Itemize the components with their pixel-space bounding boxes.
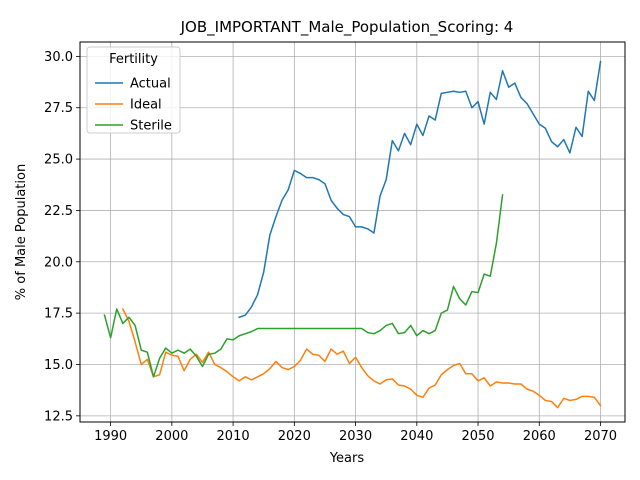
plot-frame	[79, 41, 626, 423]
series-line-ideal	[121, 308, 602, 409]
legend-label-ideal: Ideal	[130, 98, 162, 113]
series-line-actual	[238, 60, 602, 319]
x-tick-label: 2020	[278, 429, 311, 444]
y-axis-label: % of Male Population	[14, 164, 29, 300]
legend-title: Fertility	[109, 52, 158, 67]
x-tick-label: 2010	[217, 429, 250, 444]
y-tick-label: 15.0	[44, 358, 73, 373]
legend-box	[86, 46, 181, 134]
legend: Fertility Actual Ideal Sterile	[86, 46, 181, 134]
y-tick-label: 27.5	[44, 101, 73, 116]
legend-label-sterile: Sterile	[130, 119, 172, 134]
x-tick-label: 2060	[523, 429, 556, 444]
x-tick-label: 2070	[584, 429, 617, 444]
series-lines	[103, 60, 602, 409]
chart-title: JOB_IMPORTANT_Male_Population_Scoring: 4	[180, 18, 514, 37]
x-axis-label: Years	[329, 451, 365, 466]
x-tick-label: 1990	[94, 429, 127, 444]
y-tick-label: 25.0	[44, 153, 73, 168]
y-tick-label: 17.5	[44, 307, 73, 322]
grid	[80, 42, 625, 422]
x-tick-label: 2050	[461, 429, 494, 444]
x-tick-label: 2030	[339, 429, 372, 444]
series-line-sterile	[103, 194, 504, 378]
y-tick-label: 30.0	[44, 50, 73, 65]
x-tick-label: 2040	[400, 429, 433, 444]
y-tick-label: 12.5	[44, 409, 73, 424]
legend-label-actual: Actual	[130, 77, 171, 92]
axis-ticks: 1990 2000 2010 2020 2030 2040 2050 2060 2070 12.5…	[44, 50, 617, 444]
x-tick-label: 2000	[155, 429, 188, 444]
y-tick-label: 20.0	[44, 255, 73, 270]
y-tick-label: 22.5	[44, 204, 73, 219]
